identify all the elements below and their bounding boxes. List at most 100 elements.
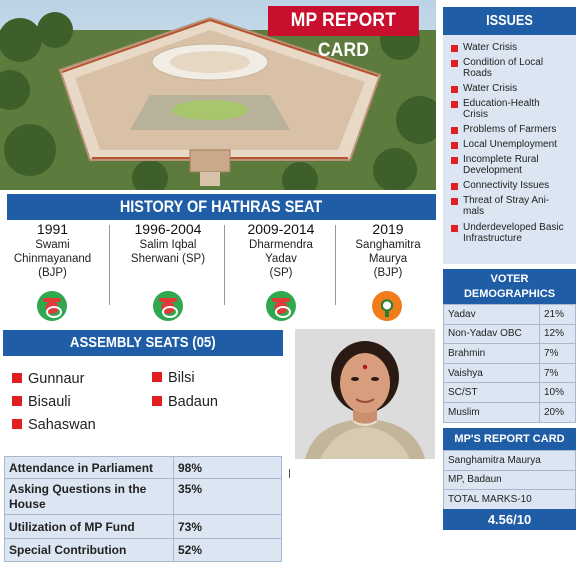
demographic-group: Brahmin (443, 343, 540, 364)
voter-demographics-table: Yadav 21% Non-Yadav OBC 12% Brahmin 7% Vais… (443, 304, 576, 423)
divider (224, 225, 225, 305)
table-row: Vaishya 7% (443, 362, 576, 384)
performance-label: Attendance in Parliament (4, 456, 174, 479)
history-year: 1991 (36, 221, 69, 237)
performance-value: 35% (173, 478, 282, 515)
demographic-share: 12% (539, 323, 576, 345)
history-name-line: Sherwani (SP) (130, 253, 206, 265)
bullet-square (451, 157, 458, 164)
bullet-square (12, 373, 22, 383)
bullet-square (451, 183, 458, 190)
mp-portrait-photo (295, 329, 435, 459)
history-entry-1996-2004: 1996-2004 Salim Iqbal Sherwani (SP) (114, 221, 222, 321)
list-item: Problems of Farmers (451, 124, 573, 136)
list-item: Connectivity Issues (451, 180, 573, 192)
divider (335, 225, 336, 305)
bullet-square (451, 45, 458, 52)
demographic-share: 20% (539, 401, 576, 423)
demographic-group: Yadav (443, 304, 540, 325)
assembly-seat: Sahaswan (12, 416, 96, 434)
performance-value: 73% (173, 514, 282, 539)
demographic-share: 7% (539, 362, 576, 384)
history-name-line: Maurya (368, 253, 408, 265)
report-card-row: TOTAL MARKS-10 (443, 489, 576, 510)
report-card-row: MP, Badaun (443, 469, 576, 490)
assembly-seats-heading: ASSEMBLY SEATS (05) (3, 330, 283, 356)
bullet-square (451, 225, 458, 232)
text-cursor-mark (289, 469, 290, 478)
history-heading: HISTORY OF HATHRAS SEAT (7, 194, 436, 220)
history-entry-2009-2014: 2009-2014 Dharmendra Yadav (SP) (227, 221, 335, 321)
performance-label: Special Contribution (4, 538, 174, 562)
table-row: Brahmin 7% (443, 343, 576, 364)
history-year: 2009-2014 (247, 221, 315, 237)
bullet-square (152, 396, 162, 406)
demographic-group: Muslim (443, 401, 540, 423)
history-name-line: (BJP) (38, 267, 67, 279)
table-row: Special Contribution 52% (4, 538, 282, 562)
issues-list: Water Crisis Condition of Local Roads Wat… (443, 35, 576, 264)
sp-cycle-icon (37, 291, 67, 321)
history-name-line: Sanghamitra (355, 239, 421, 251)
table-row: MP, Badaun (443, 469, 576, 490)
report-card-title: MP REPORT CARD (268, 6, 419, 61)
mp-report-card-heading: MP'S REPORT CARD (443, 428, 576, 450)
list-item: Water Crisis (451, 83, 573, 95)
history-entry-2019: 2019 Sanghamitra Maurya (BJP) (338, 221, 438, 321)
table-row: Sanghamitra Maurya (443, 450, 576, 471)
history-entry-1991: 1991 Swami Chinmayanand (BJP) (0, 221, 105, 321)
divider (109, 225, 110, 305)
list-item: Education-Health Crisis (451, 98, 573, 120)
table-row: Asking Questions in the House 35% (4, 478, 282, 515)
history-name-line: Dharmendra (249, 239, 313, 251)
sp-cycle-icon (153, 291, 183, 321)
list-item: Underdeveloped Basic Infrastructure (451, 222, 573, 244)
demographic-group: Non-Yadav OBC (443, 323, 540, 345)
table-row: Yadav 21% (443, 304, 576, 325)
demographic-group: SC/ST (443, 382, 540, 403)
history-timeline: 1991 Swami Chinmayanand (BJP) 1996-2004 … (0, 221, 440, 321)
sp-cycle-icon (266, 291, 296, 321)
performance-label: Utilization of MP Fund (4, 514, 174, 539)
bullet-square (12, 396, 22, 406)
demographic-share: 21% (539, 304, 576, 325)
report-card-score: 4.56/10 (443, 509, 576, 530)
assembly-seat: Bisauli (12, 393, 71, 411)
history-name-line: (BJP) (373, 267, 403, 279)
bullet-square (451, 86, 458, 93)
list-item: Local Unemployment (451, 139, 573, 151)
history-name-line: Yadav (265, 253, 297, 265)
table-row: Utilization of MP Fund 73% (4, 514, 282, 539)
assembly-seat: Badaun (152, 393, 218, 411)
list-item: Incomplete Rural Development (451, 154, 573, 176)
history-name-line: Swami (35, 239, 70, 251)
bullet-square (152, 372, 162, 382)
issues-heading: ISSUES (443, 7, 576, 35)
list-item: Condition of Local Roads (451, 57, 573, 79)
demographic-group: Vaishya (443, 362, 540, 384)
history-name-line: Salim Iqbal (139, 239, 197, 251)
table-row: Attendance in Parliament 98% (4, 456, 282, 479)
report-card-row: Sanghamitra Maurya (443, 450, 576, 471)
bullet-square (451, 101, 458, 108)
history-name-line: (SP) (269, 267, 293, 279)
demographic-share: 10% (539, 382, 576, 403)
bullet-square (12, 419, 22, 429)
bullet-square (451, 142, 458, 149)
assembly-seat: Bilsi (152, 369, 195, 387)
performance-label: Asking Questions in the House (4, 478, 174, 515)
portrait-illustration (295, 329, 435, 459)
bullet-square (451, 198, 458, 205)
demographic-share: 7% (539, 343, 576, 364)
list-item: Threat of Stray Ani-mals (451, 195, 573, 217)
table-row: Muslim 20% (443, 401, 576, 423)
voter-demographics-heading: VOTER DEMOGRAPHICS (443, 269, 576, 304)
history-year: 2019 (372, 221, 404, 237)
assembly-seat: Gunnaur (12, 370, 84, 388)
table-row: SC/ST 10% (443, 382, 576, 403)
performance-label-line: Asking Questions in the (9, 481, 147, 496)
history-year: 1996-2004 (134, 221, 202, 237)
performance-label-line: House (9, 496, 46, 511)
performance-value: 52% (173, 538, 282, 562)
table-row: Non-Yadav OBC 12% (443, 323, 576, 345)
